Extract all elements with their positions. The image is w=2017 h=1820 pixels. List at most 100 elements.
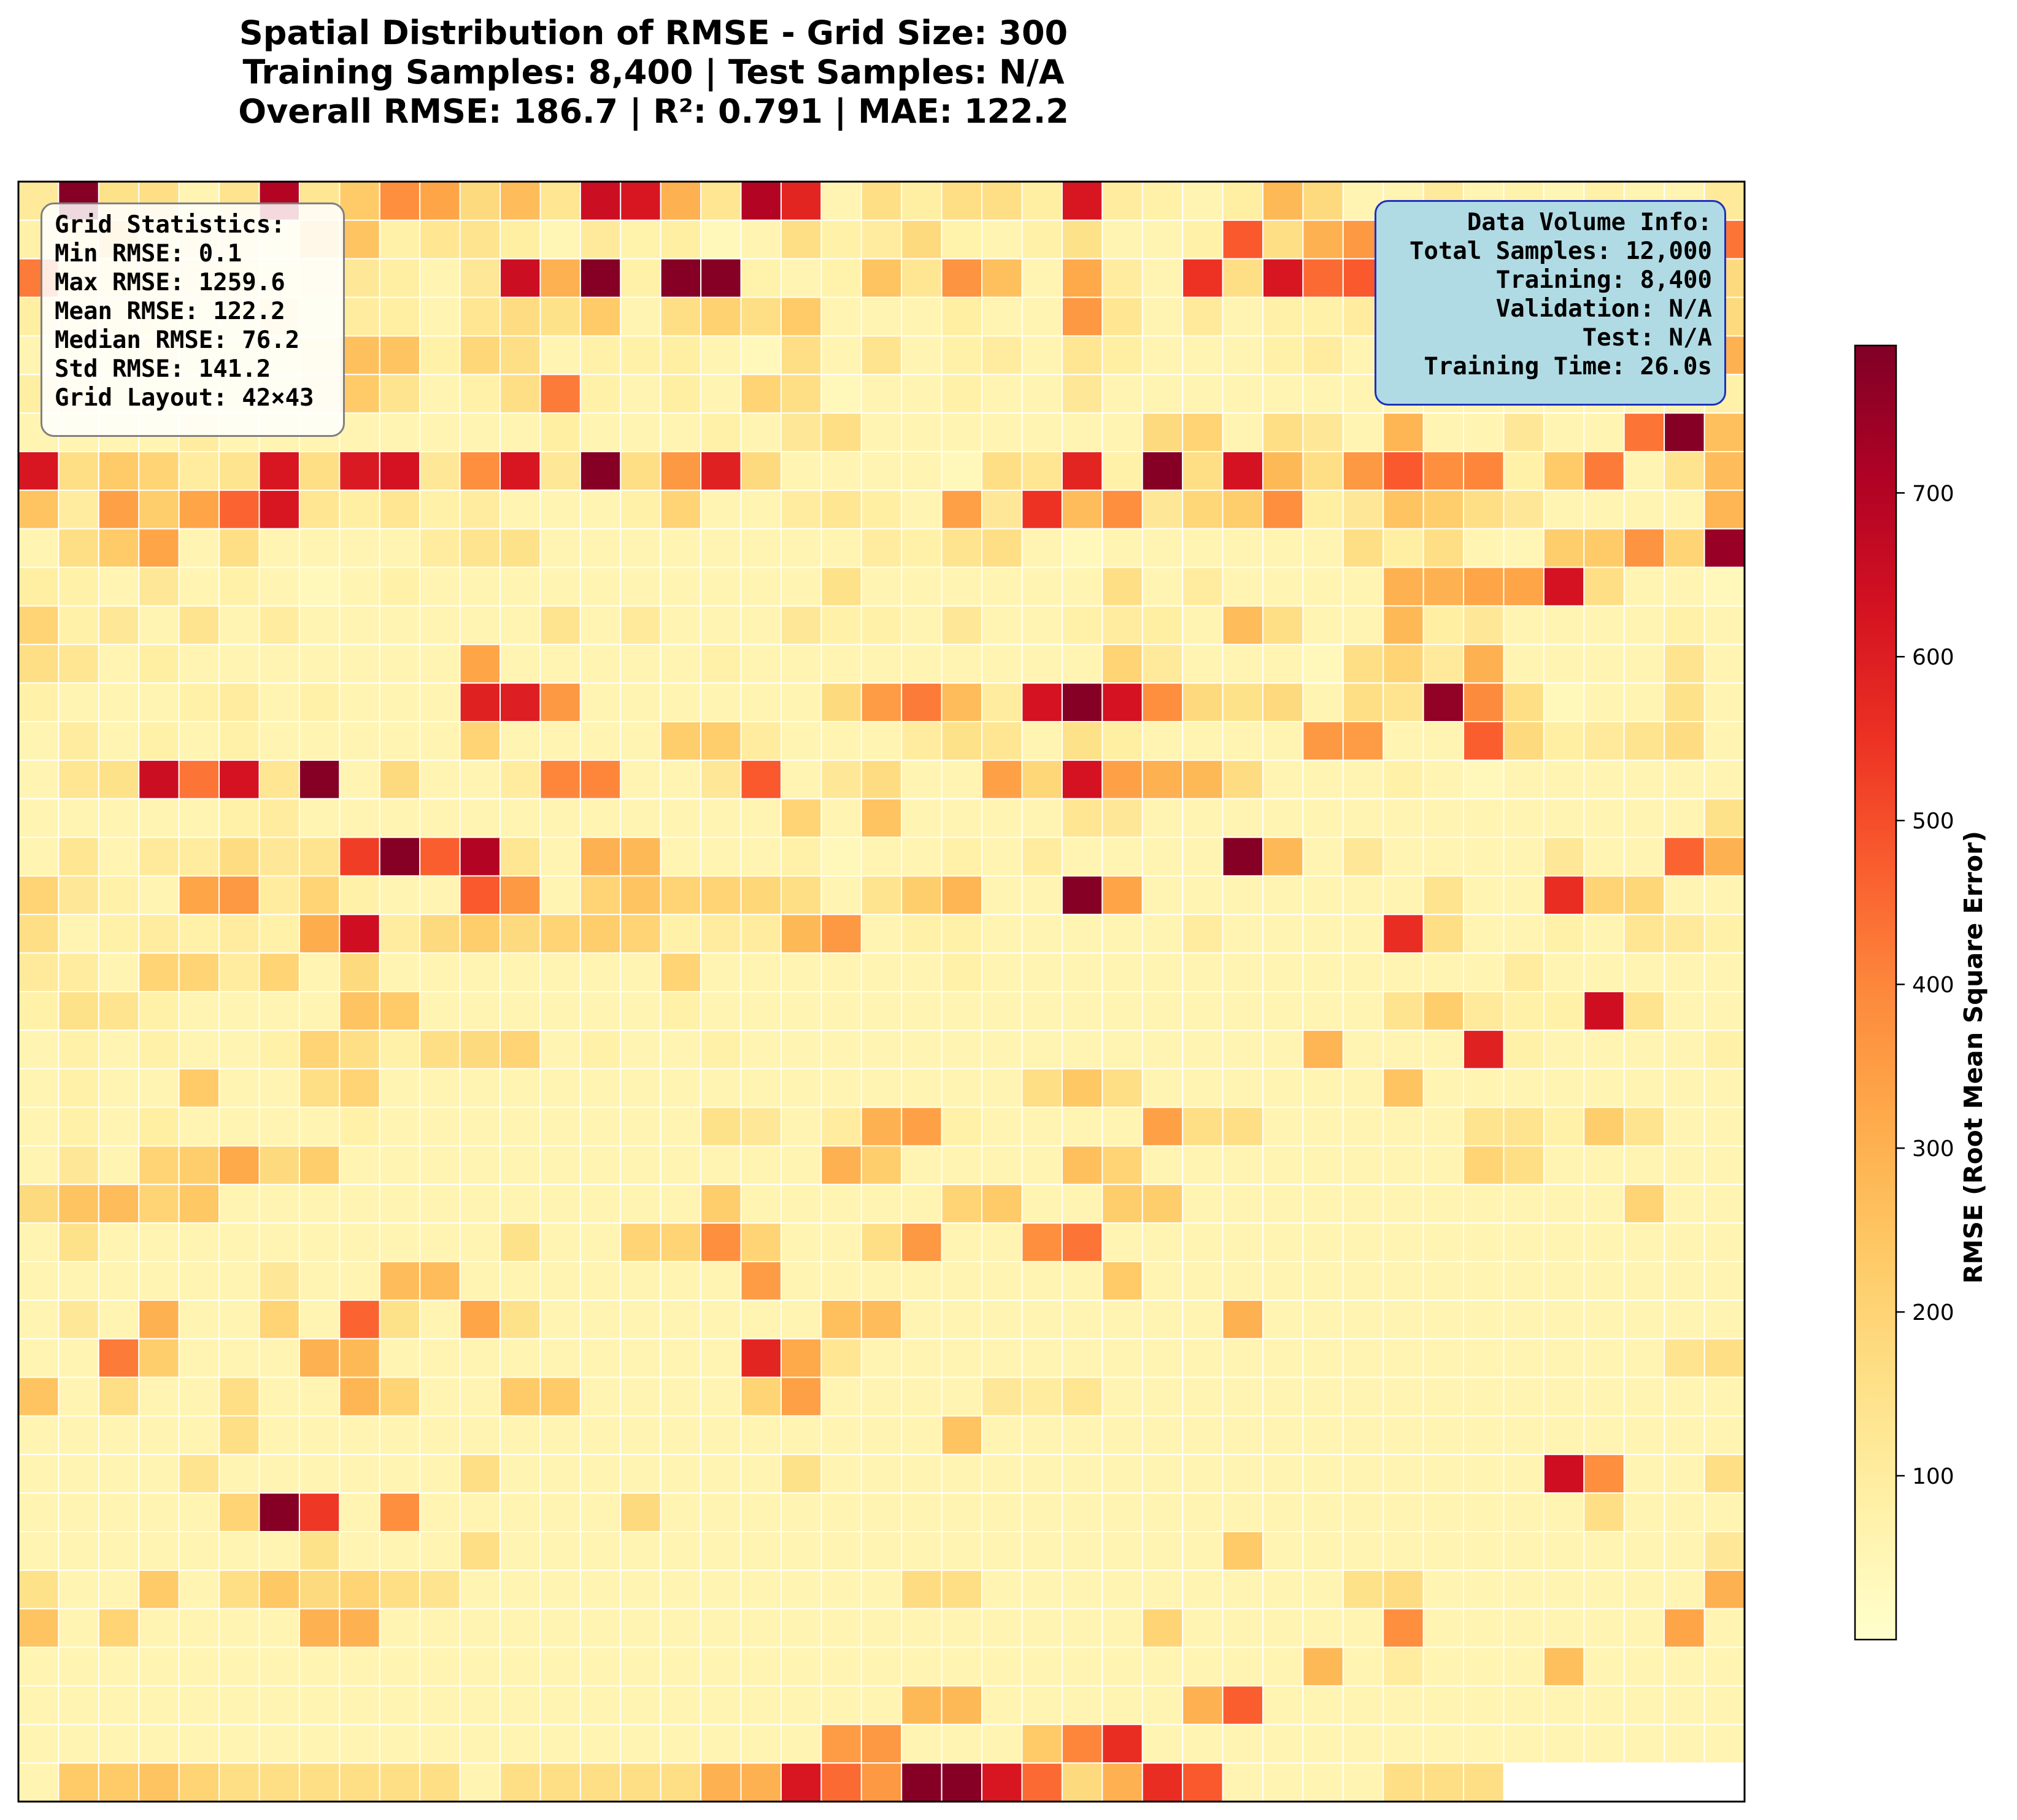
heatmap-cell bbox=[860, 798, 903, 838]
heatmap-cell bbox=[780, 1492, 822, 1532]
heatmap-cell bbox=[1503, 875, 1545, 916]
heatmap-cell bbox=[901, 1068, 943, 1108]
heatmap-cell bbox=[740, 1569, 782, 1610]
heatmap-cell bbox=[1222, 1415, 1263, 1456]
heatmap-cell bbox=[620, 1222, 661, 1263]
heatmap-cell bbox=[1503, 528, 1545, 568]
heatmap-cell bbox=[379, 1724, 421, 1764]
heatmap-cell bbox=[700, 1222, 742, 1263]
heatmap-cell bbox=[1383, 605, 1424, 646]
heatmap-cell bbox=[1623, 1222, 1665, 1263]
heatmap-cell bbox=[1182, 1376, 1224, 1417]
heatmap-cell bbox=[579, 644, 622, 684]
heatmap-cell bbox=[499, 1184, 541, 1224]
heatmap-cell bbox=[620, 875, 661, 916]
heatmap-cell bbox=[499, 1029, 541, 1070]
heatmap-cell bbox=[1703, 1685, 1746, 1726]
heatmap-cell bbox=[499, 1762, 541, 1802]
heatmap-cell bbox=[459, 1145, 501, 1186]
heatmap-cell bbox=[780, 489, 822, 530]
heatmap-cell bbox=[1503, 605, 1545, 646]
heatmap-cell bbox=[901, 489, 943, 530]
heatmap-cell bbox=[58, 1531, 99, 1571]
heatmap-cell bbox=[98, 1222, 140, 1263]
heatmap-cell bbox=[98, 1299, 140, 1340]
heatmap-cell bbox=[18, 1646, 60, 1687]
heatmap-cells bbox=[18, 181, 1746, 1802]
heatmap-cell bbox=[459, 1222, 501, 1263]
heatmap-cell bbox=[981, 1415, 1023, 1456]
heatmap-cell bbox=[138, 1454, 180, 1494]
chart-title: Spatial Distribution of RMSE - Grid Size… bbox=[0, 13, 1307, 131]
heatmap-cell bbox=[539, 1569, 581, 1610]
heatmap-cell bbox=[1664, 721, 1705, 761]
heatmap-cell bbox=[1101, 1376, 1143, 1417]
heatmap-cell bbox=[1141, 412, 1184, 453]
heatmap-cell bbox=[459, 219, 501, 260]
heatmap-cell bbox=[1583, 991, 1625, 1031]
heatmap-cell bbox=[18, 1338, 60, 1378]
heatmap-cell bbox=[981, 412, 1023, 453]
heatmap-cell bbox=[419, 296, 461, 337]
heatmap-cell bbox=[1141, 914, 1184, 954]
heatmap-cell bbox=[1623, 1608, 1665, 1648]
heatmap-cell bbox=[1463, 1338, 1505, 1378]
heatmap-cell bbox=[539, 682, 581, 723]
heatmap-cell bbox=[1503, 1724, 1545, 1764]
heatmap-cell bbox=[138, 914, 180, 954]
heatmap-cell bbox=[1383, 1492, 1424, 1532]
heatmap-cell bbox=[178, 489, 220, 530]
heatmap-cell bbox=[1101, 1145, 1143, 1186]
heatmap-cell bbox=[178, 1646, 220, 1687]
heatmap-cell bbox=[258, 1531, 300, 1571]
heatmap-cell bbox=[820, 952, 862, 993]
heatmap-cell bbox=[1342, 1184, 1384, 1224]
heatmap-cell bbox=[1302, 721, 1344, 761]
heatmap-cell bbox=[901, 644, 943, 684]
heatmap-cell bbox=[860, 1454, 903, 1494]
heatmap-cell bbox=[1383, 721, 1424, 761]
heatmap-cell bbox=[660, 1068, 702, 1108]
heatmap-cell bbox=[1623, 1184, 1665, 1224]
heatmap-cell bbox=[18, 1299, 60, 1340]
heatmap-cell bbox=[18, 721, 60, 761]
heatmap-cell bbox=[58, 875, 99, 916]
heatmap-cell bbox=[901, 1685, 943, 1726]
heatmap-cell bbox=[459, 566, 501, 607]
heatmap-cell bbox=[1262, 296, 1304, 337]
heatmap-cell bbox=[740, 798, 782, 838]
colorbar-tick-label: 300 bbox=[1912, 1136, 1954, 1162]
heatmap-cell bbox=[459, 1338, 501, 1378]
heatmap-cell bbox=[1101, 451, 1143, 491]
heatmap-cell bbox=[1021, 1646, 1063, 1687]
heatmap-cell bbox=[58, 1106, 99, 1147]
heatmap-cell bbox=[499, 374, 541, 414]
heatmap-cell bbox=[1543, 836, 1585, 877]
heatmap-cell bbox=[459, 644, 501, 684]
heatmap-cell bbox=[860, 1685, 903, 1726]
heatmap-cell bbox=[1222, 412, 1263, 453]
heatmap-cell bbox=[780, 181, 822, 221]
heatmap-cell bbox=[620, 335, 661, 376]
heatmap-cell bbox=[1101, 1646, 1143, 1687]
heatmap-cell bbox=[700, 528, 742, 568]
heatmap-cell bbox=[1021, 875, 1063, 916]
heatmap-cell bbox=[660, 1029, 702, 1070]
heatmap-cell bbox=[1583, 1415, 1625, 1456]
heatmap-cell bbox=[18, 644, 60, 684]
heatmap-cell bbox=[1422, 1762, 1465, 1802]
heatmap-cell bbox=[1664, 605, 1705, 646]
heatmap-cell bbox=[1463, 644, 1505, 684]
heatmap-cell bbox=[1141, 258, 1184, 298]
heatmap-cell bbox=[539, 1454, 581, 1494]
heatmap-cell bbox=[700, 1454, 742, 1494]
heatmap-cell bbox=[1543, 1338, 1585, 1378]
heatmap-cell bbox=[1061, 489, 1103, 530]
heatmap-cell bbox=[1422, 489, 1465, 530]
heatmap-cell bbox=[1664, 1068, 1705, 1108]
heatmap-cell bbox=[298, 605, 341, 646]
heatmap-cell bbox=[820, 528, 862, 568]
heatmap-cell bbox=[820, 1569, 862, 1610]
heatmap-cell bbox=[1262, 219, 1304, 260]
heatmap-cell bbox=[700, 1068, 742, 1108]
